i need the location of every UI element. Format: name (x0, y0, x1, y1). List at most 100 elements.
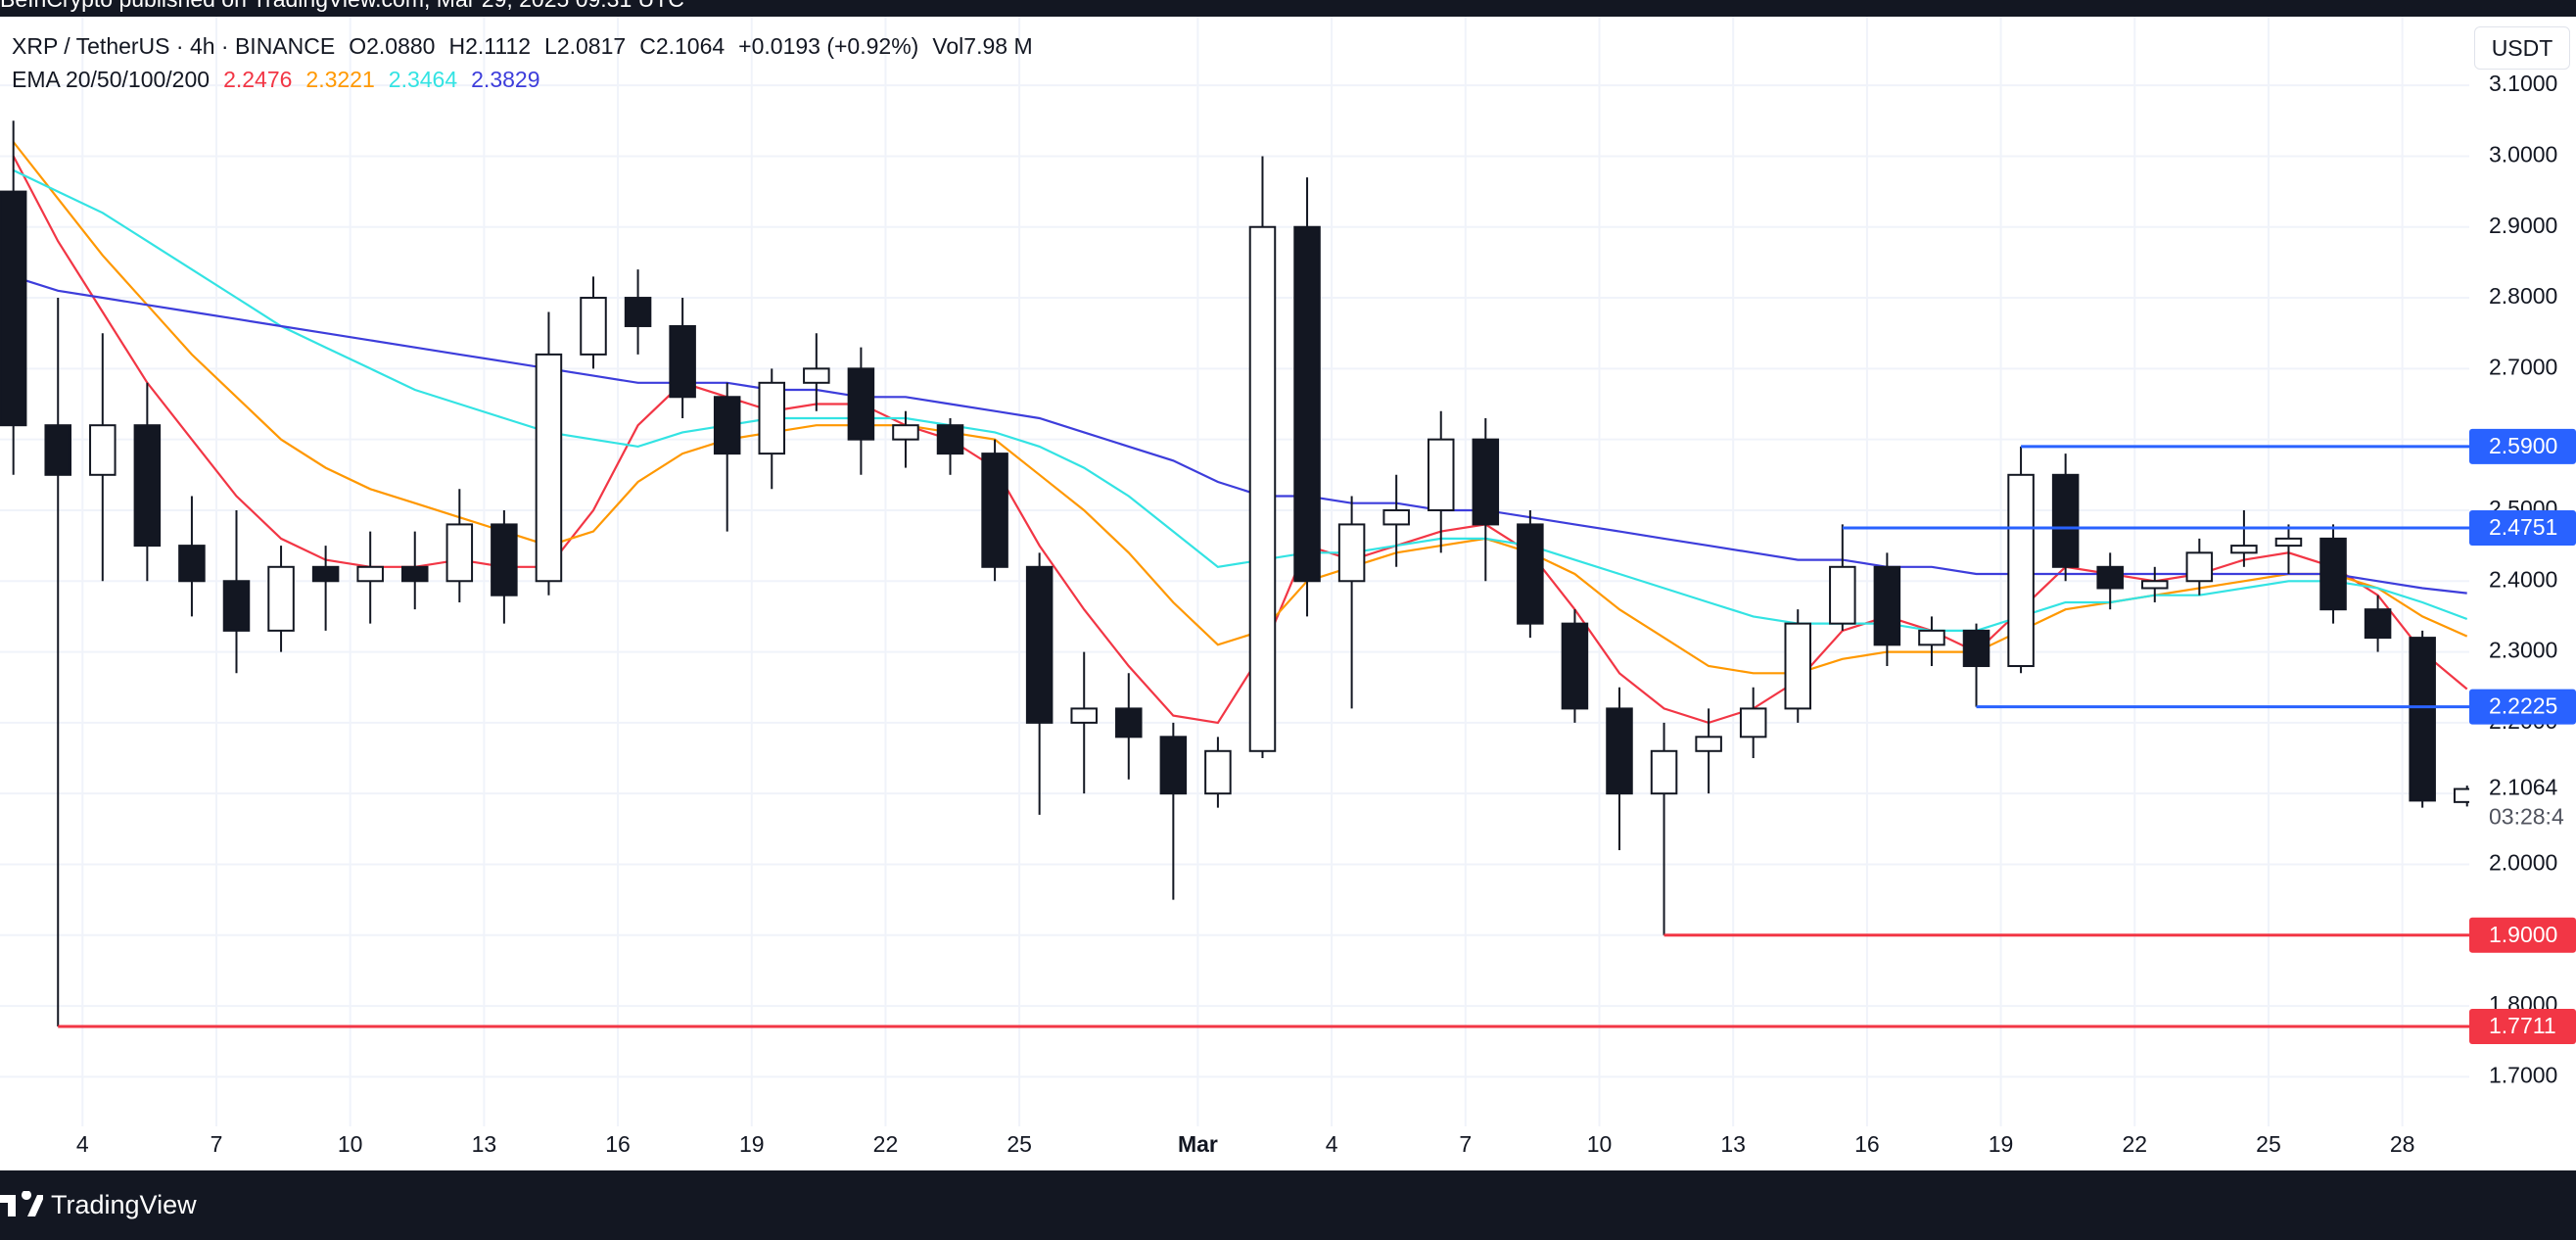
candle-body (2096, 565, 2124, 590)
candle-body (311, 565, 340, 583)
level-tag (2469, 509, 2576, 546)
candle-body (1025, 565, 1054, 724)
candle-body (847, 367, 875, 441)
change: +0.0193 (+0.92%) (738, 33, 919, 59)
ohlc-item: C2.1064 (639, 29, 725, 63)
published-note: BeInCrypto published on TradingView.com,… (0, 0, 684, 13)
candle-body (2453, 787, 2469, 803)
candle-body (624, 297, 652, 327)
candle-body (1337, 523, 1366, 583)
candle-body (1427, 438, 1455, 511)
candle-body (1204, 749, 1232, 795)
x-tick-label: 22 (2122, 1131, 2147, 1157)
x-tick-label: 22 (873, 1131, 899, 1157)
candle-body (1695, 736, 1722, 752)
candle-body (936, 424, 964, 455)
x-tick-label: 28 (2390, 1131, 2415, 1157)
candle-body (400, 565, 429, 583)
ema-value: 2.3829 (471, 67, 540, 92)
ema-label: EMA 20/50/100/200 (12, 67, 211, 92)
ohlc-key: C (639, 33, 656, 59)
level-label: 2.5900 (2489, 433, 2557, 458)
candle-body (713, 396, 741, 455)
candle-body (1784, 622, 1812, 710)
candle-body (491, 523, 518, 596)
top-bar: BeInCrypto published on TradingView.com,… (0, 0, 2576, 17)
ema-value: 2.2476 (223, 67, 293, 92)
y-tick-label: 2.4000 (2489, 566, 2557, 592)
legend-header: XRP / TetherUS · 4h · BINANCE O2.0880 H2.… (12, 29, 1033, 96)
candle-body (2409, 637, 2436, 802)
y-tick-label: 3.1000 (2489, 71, 2557, 96)
candle-body (1159, 736, 1188, 795)
x-tick-label: 7 (1459, 1131, 1472, 1157)
candle-body (178, 545, 206, 583)
candle-body (2319, 537, 2347, 611)
y-tick-label: 2.7000 (2489, 354, 2557, 379)
current-tag (2469, 771, 2576, 838)
symbol: XRP / TetherUS · 4h · BINANCE (12, 33, 336, 59)
symbol-row: XRP / TetherUS · 4h · BINANCE O2.0880 H2.… (12, 29, 1033, 63)
candle-body (2230, 545, 2258, 554)
countdown: 03:28:4 (2489, 804, 2564, 830)
level-label: 1.7711 (2489, 1013, 2556, 1038)
candle-body (133, 424, 162, 548)
current-price: 2.1064 (2489, 775, 2558, 800)
candle-body (1873, 565, 1901, 646)
level-tag (2469, 1008, 2576, 1044)
x-tick-label: 19 (739, 1131, 765, 1157)
ohlc-value: 2.1064 (655, 33, 726, 59)
ema-line (13, 168, 2468, 632)
y-tick-label: 2.0000 (2489, 850, 2557, 876)
y-tick-label: 2.3000 (2489, 638, 2557, 663)
candle-body (1382, 508, 1410, 526)
x-tick-label: Mar (1178, 1131, 1218, 1157)
candle-body (1248, 225, 1277, 752)
x-tick-label: 10 (1587, 1131, 1613, 1157)
candle-body (892, 424, 919, 441)
candle-body (445, 523, 474, 583)
chart: 1.70001.80001.90002.00002.10002.20002.30… (0, 17, 2576, 1157)
candle-body (1829, 565, 1856, 625)
footer: TradingView (0, 1170, 2576, 1240)
candle-body (1561, 622, 1589, 710)
ema-value: 2.3221 (305, 67, 375, 92)
candle-body (89, 424, 117, 476)
ohlc-key: H (448, 33, 466, 59)
currency-button[interactable]: USDT (2474, 26, 2570, 70)
ohlc-item: H2.1112 (448, 29, 531, 63)
candle-body (44, 424, 71, 476)
candle-body (1115, 707, 1143, 739)
x-tick-label: 7 (211, 1131, 223, 1157)
candle-body (1472, 438, 1500, 526)
y-tick-label: 2.8000 (2489, 283, 2557, 309)
y-tick-label: 3.0000 (2489, 142, 2557, 167)
axes: 1.70001.80001.90002.00002.10002.20002.30… (58, 71, 2576, 1157)
ema-line (12, 141, 2468, 675)
level-tag (2469, 689, 2576, 725)
candle-body (1517, 523, 1544, 625)
x-tick-label: 16 (1854, 1131, 1880, 1157)
ohlc-item: L2.0817 (544, 29, 626, 63)
volume-value: 7.98 M (963, 33, 1033, 59)
candle-body (2141, 580, 2169, 590)
candle-body (535, 353, 563, 583)
ohlc-key: O (349, 33, 367, 59)
volume: Vol7.98 M (932, 29, 1032, 63)
ema-value: 2.3464 (388, 67, 458, 92)
level-tag (2469, 917, 2576, 953)
candle-body (2007, 473, 2035, 668)
x-tick-label: 10 (338, 1131, 363, 1157)
candle-body (2274, 537, 2303, 548)
candle-body (0, 190, 27, 427)
candle-body (803, 367, 830, 384)
y-tick-label: 1.7000 (2489, 1062, 2557, 1087)
candle-body (222, 580, 251, 632)
level-label: 2.4751 (2489, 514, 2557, 540)
ohlc-value: 2.1112 (465, 33, 532, 59)
candle-body (2364, 608, 2392, 640)
candle-body (2051, 473, 2080, 568)
candle-body (981, 453, 1008, 568)
candle-body (1739, 707, 1767, 739)
